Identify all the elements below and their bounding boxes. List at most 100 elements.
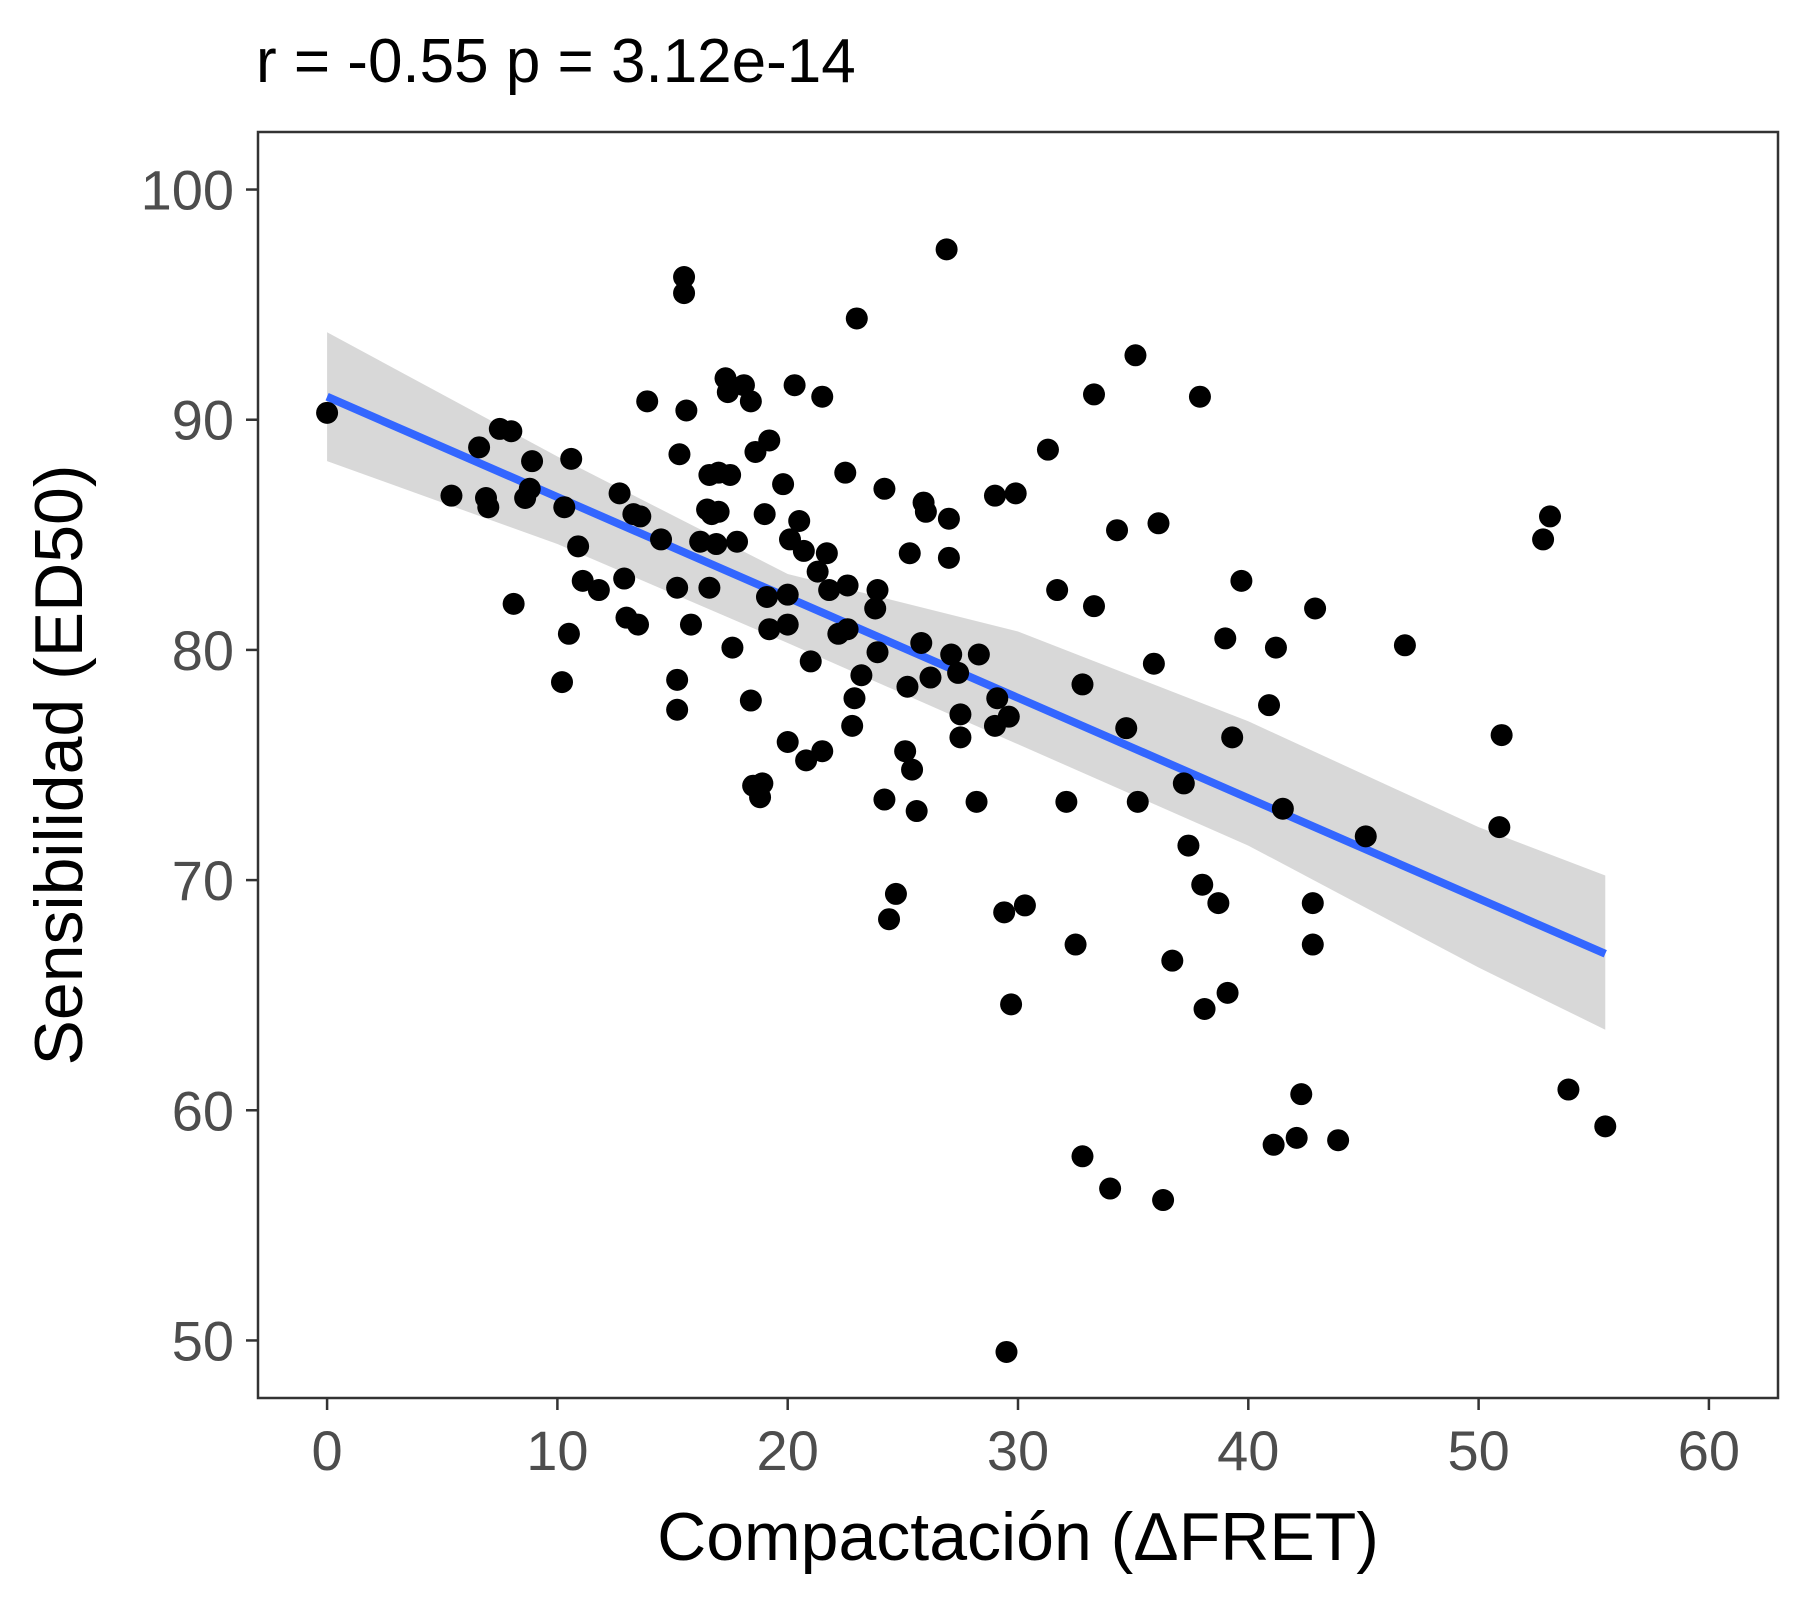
- data-point: [1193, 997, 1216, 1020]
- data-point: [1161, 949, 1184, 972]
- data-point: [553, 496, 576, 519]
- data-point: [967, 643, 990, 666]
- data-point: [707, 500, 730, 523]
- data-point: [758, 618, 781, 641]
- data-point: [919, 666, 942, 689]
- data-point: [627, 613, 649, 636]
- data-point: [726, 530, 749, 553]
- data-point: [1327, 1129, 1350, 1152]
- x-tick-label: 10: [526, 1419, 588, 1482]
- data-point: [866, 641, 889, 664]
- data-point: [896, 675, 919, 698]
- data-point: [608, 482, 631, 505]
- data-point: [864, 597, 887, 620]
- data-point: [1304, 597, 1327, 620]
- data-point: [910, 632, 933, 655]
- data-point: [705, 533, 728, 556]
- data-point: [1071, 673, 1094, 696]
- data-point: [629, 505, 652, 528]
- data-point: [1083, 383, 1105, 406]
- x-axis: 0 10 20 30 40 50 60: [312, 1398, 1740, 1482]
- y-axis-title: Sensibilidad (ED50): [21, 465, 97, 1066]
- data-point: [650, 528, 673, 551]
- data-point: [1191, 873, 1214, 896]
- data-point: [937, 546, 960, 569]
- data-point: [1083, 595, 1105, 618]
- data-point: [935, 238, 958, 261]
- chart-title: r = -0.55 p = 3.12e-14: [256, 27, 856, 96]
- data-point: [571, 569, 594, 592]
- data-point: [758, 429, 781, 452]
- data-point: [666, 576, 689, 599]
- data-point: [739, 689, 762, 712]
- data-point: [1490, 724, 1513, 747]
- data-point: [1264, 636, 1287, 659]
- data-point: [1532, 528, 1555, 551]
- data-point: [1152, 1189, 1175, 1212]
- data-point: [949, 726, 972, 749]
- data-point: [1207, 892, 1230, 915]
- data-point: [698, 576, 721, 599]
- data-point: [894, 740, 917, 763]
- data-point: [947, 661, 970, 684]
- data-point: [1488, 816, 1511, 839]
- data-point: [850, 664, 873, 687]
- x-tick-label: 60: [1678, 1419, 1740, 1482]
- data-point: [845, 307, 868, 330]
- data-point: [997, 705, 1020, 728]
- data-point: [818, 579, 841, 602]
- data-point: [440, 484, 463, 507]
- data-point: [567, 535, 590, 558]
- data-point: [668, 443, 691, 466]
- data-point: [841, 714, 864, 737]
- data-point: [986, 687, 1009, 710]
- data-point: [905, 800, 928, 823]
- data-point: [811, 740, 834, 763]
- data-point: [937, 507, 960, 530]
- data-point: [799, 650, 822, 673]
- data-point: [965, 790, 988, 813]
- data-point: [689, 530, 712, 553]
- data-point: [1177, 834, 1200, 857]
- data-point: [815, 542, 838, 565]
- data-point: [1214, 627, 1237, 650]
- data-point: [551, 671, 573, 694]
- data-point: [1004, 482, 1027, 505]
- data-point: [755, 585, 778, 608]
- data-point: [1221, 726, 1244, 749]
- data-point: [792, 539, 815, 562]
- confidence-band: [327, 332, 1606, 1030]
- data-point: [1013, 894, 1036, 917]
- data-point: [776, 730, 799, 753]
- data-point: [836, 574, 859, 597]
- data-point: [995, 1340, 1018, 1363]
- data-point: [866, 579, 889, 602]
- data-point: [1124, 344, 1147, 367]
- x-axis-title: Compactación (ΔFRET): [657, 1499, 1379, 1575]
- data-point: [666, 668, 689, 691]
- data-point: [836, 618, 859, 641]
- data-point: [1071, 1145, 1094, 1168]
- data-points: [316, 238, 1617, 1363]
- data-point: [983, 484, 1006, 507]
- data-point: [811, 385, 834, 408]
- data-point: [783, 374, 806, 397]
- data-point: [843, 687, 866, 710]
- data-point: [666, 698, 689, 721]
- data-point: [502, 592, 525, 615]
- data-point: [1354, 825, 1377, 848]
- data-point: [993, 901, 1016, 924]
- data-point: [719, 463, 742, 486]
- data-point: [1126, 790, 1149, 813]
- data-point: [613, 567, 636, 590]
- data-point: [675, 399, 698, 422]
- plot-panel: [258, 132, 1778, 1398]
- data-point: [521, 450, 544, 473]
- data-point: [1393, 634, 1416, 657]
- x-tick-label: 30: [987, 1419, 1049, 1482]
- data-point: [477, 496, 500, 519]
- data-point: [518, 477, 541, 500]
- data-point: [1539, 505, 1561, 528]
- data-point: [751, 772, 774, 795]
